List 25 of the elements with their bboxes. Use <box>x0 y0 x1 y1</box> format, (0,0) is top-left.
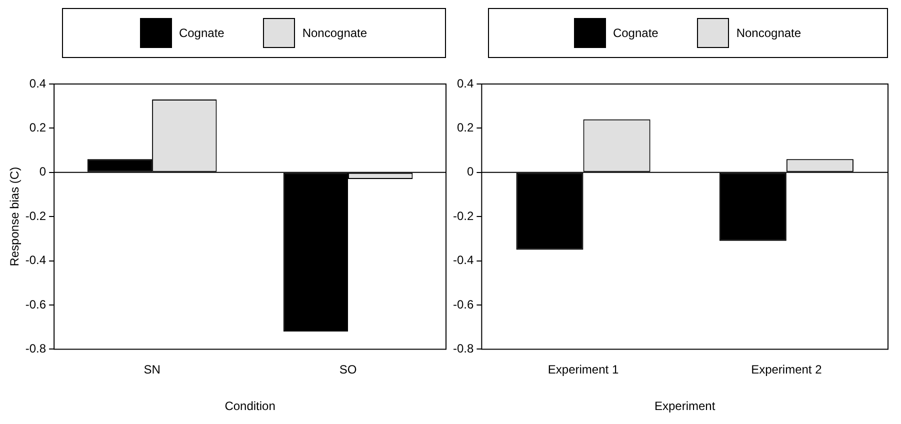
y-tick-label: -0.8 <box>452 342 474 356</box>
y-tick-label: 0.4 <box>29 76 46 90</box>
y-tick-label: -0.4 <box>452 253 474 268</box>
y-tick-label: 0.4 <box>456 76 474 90</box>
x-tick-label: SO <box>339 362 357 377</box>
y-tick-label: -0.4 <box>25 253 46 268</box>
y-tick-label: -0.8 <box>25 342 46 356</box>
legend-label: Cognate <box>178 26 224 40</box>
y-tick-label: -0.6 <box>452 297 474 312</box>
y-tick-label: -0.2 <box>452 208 474 223</box>
y-tick-label: -0.6 <box>25 297 46 312</box>
x-tick-label: Experiment 1 <box>548 362 619 377</box>
y-axis-title: Response bias (C) <box>8 166 22 266</box>
x-axis-title: Experiment <box>654 399 716 414</box>
legend-label: Cognate <box>612 26 658 40</box>
y-tick-label: -0.2 <box>25 208 46 223</box>
y-tick-label: 0.2 <box>29 120 46 135</box>
legend-label: Noncognate <box>736 26 802 40</box>
y-tick-label: 0 <box>466 164 474 179</box>
x-tick-label: SN <box>144 362 160 377</box>
y-tick-label: 0.2 <box>456 120 474 135</box>
x-axis-title: Condition <box>224 399 276 414</box>
x-tick-label: Experiment 2 <box>751 362 822 377</box>
legend-label: Noncognate <box>302 26 368 40</box>
y-tick-label: 0 <box>39 164 46 179</box>
